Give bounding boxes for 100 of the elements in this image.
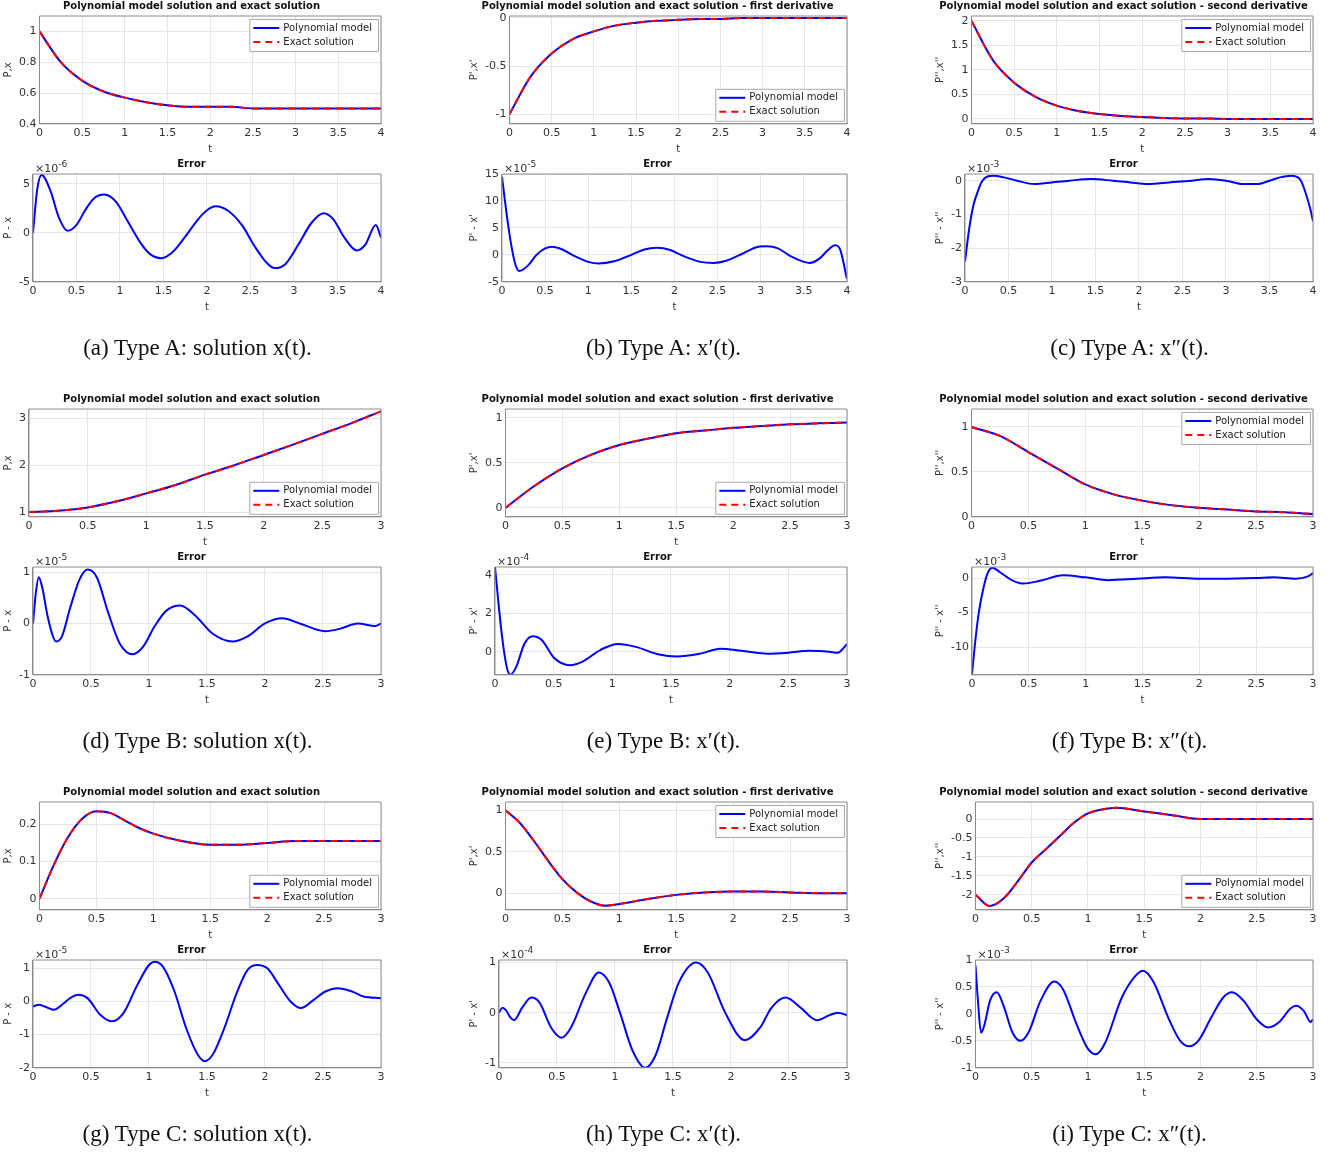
x-tick-label: 1.5	[1133, 519, 1151, 533]
y-tick-label: 0	[965, 1006, 973, 1020]
y-tick-label: -1	[485, 1055, 496, 1069]
x-axis-title: t	[669, 693, 674, 705]
line-series	[971, 425, 1313, 516]
x-tick-label: 1	[590, 126, 598, 140]
x-tick-label: 0.5	[1005, 126, 1023, 140]
annotation: ×10$^{-6}$	[34, 158, 68, 175]
y-tick-label: 0	[954, 173, 962, 187]
y-tick-label: -0.5	[950, 1033, 973, 1047]
x-tick-label: 1.5	[198, 1070, 216, 1084]
x-tick-label: 3	[1309, 912, 1317, 926]
legend-label: Polynomial model	[283, 21, 372, 33]
x-tick-label: 2	[260, 519, 268, 533]
x-tick-label: 1	[145, 677, 153, 691]
x-tick-label: 3	[1222, 284, 1230, 298]
x-tick-label: 4	[843, 126, 851, 140]
text: (a) Type A: solution x(t).	[82, 335, 313, 361]
line-series	[32, 960, 381, 1063]
line-series	[505, 421, 847, 509]
legend-label: Polynomial model	[1215, 414, 1304, 426]
x-tick-label: 1	[149, 912, 157, 926]
annotation: ×10$^{-3}$	[977, 944, 1010, 961]
annotation: ×10$^{-5}$	[34, 944, 68, 961]
y-tick-label: 0.6	[18, 85, 37, 99]
legend-label: Polynomial model	[749, 807, 838, 819]
y-tick-label: 2	[485, 606, 492, 620]
x-tick-label: 3.5	[329, 126, 348, 140]
x-tick-label: 1	[1081, 519, 1089, 533]
y-tick-label: 0.5	[484, 844, 503, 858]
y-tick-label: 1	[495, 803, 503, 817]
legend-label: Polynomial model	[283, 877, 372, 889]
chart-title: Error	[1109, 943, 1138, 955]
x-tick-label: 3	[1224, 126, 1232, 140]
y-axis-title: P'' - x''	[933, 604, 945, 638]
y-axis-title: P',x'	[467, 452, 479, 474]
chart-title: Polynomial model solution and exact solution - second derivative	[939, 785, 1308, 797]
x-tick-label: 3.5	[1261, 126, 1280, 140]
y-tick-label: -5	[488, 274, 499, 288]
x-axis-title: t	[1142, 1086, 1147, 1098]
y-tick-label: -0.5	[484, 58, 507, 72]
annotation: ×10$^{-4}$	[496, 551, 530, 568]
x-tick-label: 3	[290, 284, 298, 298]
y-axis-title: P'',x''	[933, 449, 945, 476]
x-tick-label: 0.5	[1022, 912, 1041, 926]
x-tick-label: 0.5	[548, 1070, 566, 1084]
x-tick-label: 0.5	[67, 284, 86, 298]
x-tick-label: 3	[292, 126, 300, 140]
x-axis-title: t	[208, 928, 213, 940]
legend-label: Exact solution	[283, 35, 354, 47]
x-tick-label: 2.5	[779, 677, 798, 691]
y-tick-label: 5	[22, 176, 30, 190]
x-tick-label: 1.5	[198, 677, 216, 691]
x-tick-label: 2.5	[313, 519, 332, 533]
x-tick-label: 1.5	[158, 126, 177, 140]
text: (g) Type C: solution x(t).	[81, 1121, 314, 1147]
y-tick-label: 15	[485, 166, 499, 180]
legend-label: Exact solution	[1215, 428, 1286, 440]
x-tick-label: 1	[615, 519, 623, 533]
x-tick-label: 2	[203, 284, 211, 298]
y-tick-label: 1	[961, 62, 969, 76]
y-tick-label: 0	[961, 509, 969, 523]
x-tick-label: 0.5	[553, 519, 572, 533]
chart-title: Error	[1109, 550, 1138, 562]
y-tick-label: 5	[492, 220, 499, 234]
legend-label: Exact solution	[283, 891, 354, 903]
y-tick-label: 1	[29, 24, 37, 38]
annotation: ×10$^{-3}$	[966, 158, 1000, 175]
x-tick-label: 3	[757, 284, 765, 298]
x-tick-label: 1	[116, 284, 124, 298]
chart-title: Error	[643, 943, 672, 955]
x-axis-title: t	[672, 300, 677, 312]
y-tick-label: 0.5	[954, 979, 973, 993]
x-tick-label: 1.5	[1133, 677, 1152, 691]
x-tick-label: 1.5	[662, 677, 680, 691]
x-tick-label: 0.5	[1022, 1070, 1041, 1084]
y-axis-title: P'' - x''	[933, 211, 945, 245]
y-tick-label: 3	[19, 411, 26, 425]
x-tick-label: 4	[843, 284, 851, 298]
y-tick-label: 0.4	[18, 116, 37, 130]
text: (e) Type B: x′(t).	[585, 728, 742, 754]
chart-title: Polynomial model solution and exact solution	[62, 785, 321, 797]
x-tick-label: 1	[1053, 126, 1061, 140]
text: (b) Type A: x′(t).	[585, 335, 742, 361]
x-tick-label: 2.5	[711, 126, 730, 140]
annotation: ×10$^{-5}$	[34, 551, 68, 568]
y-tick-label: 0	[22, 994, 30, 1008]
x-tick-label: 2.5	[1173, 284, 1192, 298]
y-tick-label: -3	[951, 274, 962, 288]
legend-label: Exact solution	[1215, 35, 1286, 47]
line-series	[971, 19, 1313, 120]
chart-title: Error	[643, 157, 672, 169]
x-tick-label: 3	[843, 1070, 851, 1084]
y-tick-label: 0	[22, 616, 30, 630]
y-tick-label: 0	[492, 247, 499, 261]
x-tick-label: 4	[1309, 284, 1317, 298]
y-tick-label: 1	[488, 955, 496, 969]
y-tick-label: 0	[961, 570, 969, 584]
x-tick-label: 2.5	[1247, 912, 1266, 926]
x-axis-title: t	[205, 693, 210, 705]
